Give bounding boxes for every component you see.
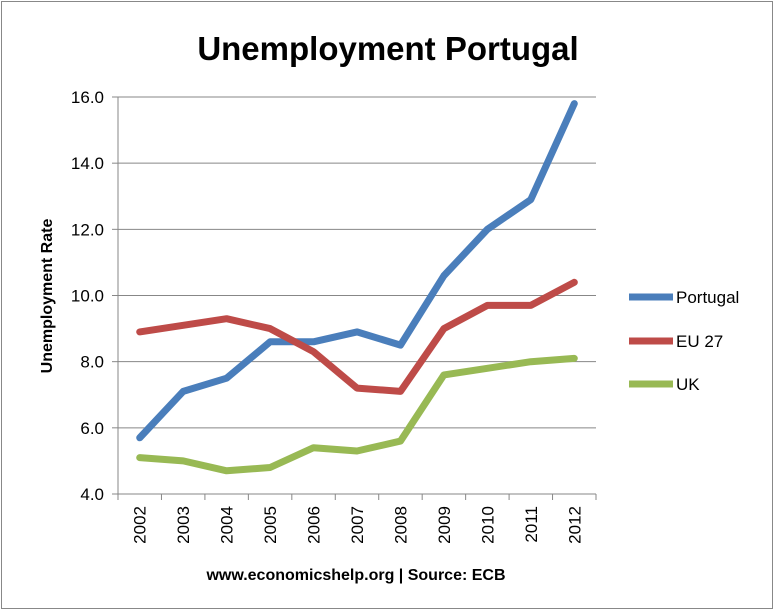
y-axis-label: Unemployment Rate [39, 219, 56, 374]
x-tick-labels: 2002 2003 2004 2005 2006 2007 2008 2009 2010 2011… [131, 506, 585, 544]
legend-label: EU 27 [676, 332, 723, 351]
y-tick-label: 16.0 [71, 88, 104, 107]
axes [117, 97, 597, 500]
series-line-uk [136, 354, 578, 475]
gridlines [112, 96, 596, 495]
series-line-eu-27 [136, 278, 578, 395]
legend: Portugal EU 27 UK [629, 288, 739, 394]
x-tick-label: 2012 [565, 506, 584, 544]
x-tick-label: 2002 [131, 506, 150, 544]
y-tick-label: 10.0 [71, 287, 104, 306]
x-tick-label: 2003 [174, 506, 193, 544]
y-tick-label: 4.0 [80, 485, 104, 504]
series-lines [136, 100, 578, 475]
x-tick-label: 2009 [435, 506, 454, 544]
legend-label: Portugal [676, 288, 739, 307]
x-axis-label: www.economicshelp.org | Source: ECB [205, 567, 505, 584]
y-tick-label: 12.0 [71, 220, 104, 239]
x-tick-label: 2006 [305, 506, 324, 544]
legend-label: UK [676, 375, 700, 394]
x-tick-label: 2007 [348, 506, 367, 544]
x-tick-label: 2008 [391, 506, 410, 544]
x-tick-label: 2011 [522, 506, 541, 543]
x-tick-label: 2004 [218, 506, 237, 544]
y-tick-label: 8.0 [80, 353, 104, 372]
y-tick-labels: 4.0 6.0 8.0 10.0 12.0 14.0 16.0 [71, 88, 104, 504]
x-tick-label: 2010 [478, 506, 497, 544]
y-tick-label: 6.0 [80, 419, 104, 438]
chart-title: Unemployment Portugal [197, 30, 578, 67]
x-tick-label: 2005 [261, 506, 280, 544]
y-tick-label: 14.0 [71, 154, 104, 173]
